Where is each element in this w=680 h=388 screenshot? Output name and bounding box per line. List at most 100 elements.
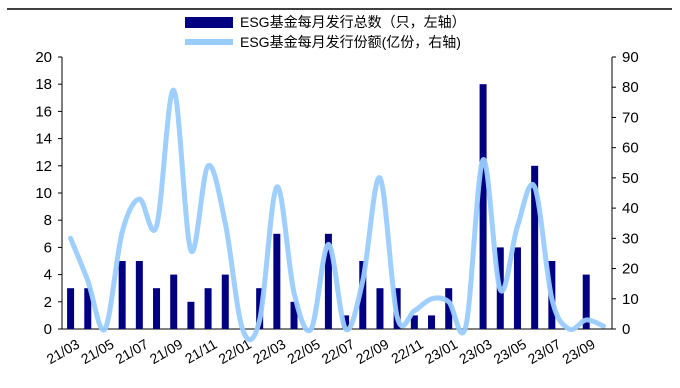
x-tick-label: 22/09 — [353, 336, 392, 367]
line-point-21/12 — [224, 222, 226, 224]
left-tick-label: 18 — [35, 76, 52, 93]
left-tick-label: 20 — [35, 49, 52, 66]
line-point-21/04 — [87, 280, 89, 282]
bar-22/09 — [376, 288, 384, 329]
bar-21/09 — [170, 274, 178, 329]
line-point-23/01 — [448, 301, 450, 303]
x-tick-label: 21/05 — [78, 336, 117, 367]
bar-21/10 — [187, 301, 195, 329]
line-point-22/02 — [259, 319, 261, 321]
right-tick-label: 50 — [622, 170, 639, 187]
x-tick-label: 21/03 — [44, 336, 83, 367]
x-tick-label: 22/05 — [284, 336, 323, 367]
x-tick-label: 22/03 — [250, 336, 289, 367]
line-point-23/10 — [602, 325, 604, 327]
line-point-21/08 — [156, 225, 158, 227]
left-tick-label: 14 — [35, 131, 52, 148]
line-point-23/09 — [585, 319, 587, 321]
bar-22/03 — [273, 233, 281, 329]
right-tick-label: 60 — [622, 140, 639, 157]
right-tick-label: 80 — [622, 79, 639, 96]
line-point-22/08 — [362, 280, 364, 282]
x-tick-label: 23/01 — [422, 336, 461, 367]
x-tick-label: 22/07 — [319, 336, 358, 367]
line-point-22/06 — [327, 243, 329, 245]
left-axis-ticks: 0 2 4 6 8 10 12 14 16 18 20 — [35, 49, 62, 338]
bar-22/12 — [428, 315, 436, 329]
x-tick-label: 21/09 — [147, 336, 186, 367]
right-tick-label: 40 — [622, 200, 639, 217]
bar-21/06 — [118, 261, 126, 329]
line-point-22/04 — [293, 292, 295, 294]
right-axis-ticks: 0 10 20 30 40 50 60 70 80 90 — [612, 49, 639, 338]
line-point-23/08 — [568, 328, 570, 330]
line-point-21/10 — [190, 249, 192, 251]
line-point-23/06 — [534, 186, 536, 188]
x-tick-label: 23/05 — [491, 336, 530, 367]
right-tick-label: 30 — [622, 230, 639, 247]
legend-bar-label: ESG基金每月发行总数（只，左轴） — [240, 14, 466, 30]
legend: ESG基金每月发行总数（只，左轴） ESG基金每月发行份额(亿份，右轴) — [185, 14, 466, 50]
line-point-23/07 — [551, 298, 553, 300]
left-tick-label: 8 — [44, 212, 52, 229]
line-point-23/03 — [482, 159, 484, 161]
x-tick-label: 22/11 — [388, 336, 426, 367]
bar-21/11 — [204, 288, 212, 329]
bar-23/01 — [445, 288, 453, 329]
line-point-22/10 — [396, 316, 398, 318]
x-tick-label: 23/09 — [559, 336, 598, 367]
line-point-22/01 — [241, 328, 243, 330]
legend-bar-swatch — [185, 17, 233, 28]
bar-21/07 — [135, 261, 143, 329]
right-tick-label: 90 — [622, 49, 639, 66]
line-point-21/05 — [104, 328, 106, 330]
line-point-21/11 — [207, 165, 209, 167]
line-point-22/03 — [276, 186, 278, 188]
bar-21/03 — [67, 288, 75, 329]
legend-line-label: ESG基金每月发行份额(亿份，右轴) — [240, 34, 461, 50]
bar-22/06 — [324, 233, 332, 329]
left-tick-label: 4 — [44, 267, 52, 284]
issuance-share-line — [68, 87, 606, 342]
left-tick-label: 0 — [44, 321, 52, 338]
line-point-22/09 — [379, 177, 381, 179]
line-point-22/05 — [310, 328, 312, 330]
bar-22/11 — [410, 315, 418, 329]
bar-23/06 — [531, 165, 539, 329]
left-tick-label: 16 — [35, 103, 52, 120]
bar-21/12 — [221, 274, 229, 329]
bar-22/04 — [290, 301, 298, 329]
line-point-23/04 — [499, 289, 501, 291]
left-tick-label: 10 — [35, 185, 52, 202]
x-tick-label: 23/07 — [525, 336, 564, 367]
line-point-23/05 — [516, 225, 518, 227]
right-tick-label: 20 — [622, 261, 639, 278]
x-tick-label: 21/07 — [112, 336, 151, 367]
line-point-21/03 — [70, 237, 72, 239]
left-tick-label: 2 — [44, 294, 52, 311]
right-tick-label: 0 — [622, 321, 630, 338]
right-tick-label: 70 — [622, 109, 639, 126]
left-tick-label: 6 — [44, 239, 52, 256]
line-point-22/12 — [431, 298, 433, 300]
bar-23/03 — [479, 84, 487, 329]
x-tick-label: 23/03 — [456, 336, 495, 367]
bar-23/09 — [582, 274, 590, 329]
x-tick-label: 22/01 — [216, 336, 255, 367]
line-point-22/07 — [345, 328, 347, 330]
bar-21/08 — [153, 288, 161, 329]
line-series — [68, 87, 606, 342]
x-tick-label: 21/11 — [182, 336, 220, 367]
right-tick-label: 10 — [622, 291, 639, 308]
left-tick-label: 12 — [35, 158, 52, 175]
line-point-22/11 — [413, 310, 415, 312]
bar-22/08 — [359, 261, 367, 329]
line-point-23/02 — [465, 325, 467, 327]
line-point-21/07 — [138, 198, 140, 200]
line-point-21/06 — [121, 231, 123, 233]
bar-23/05 — [513, 247, 521, 329]
line-point-21/09 — [173, 89, 175, 91]
bar-21/04 — [84, 288, 92, 329]
